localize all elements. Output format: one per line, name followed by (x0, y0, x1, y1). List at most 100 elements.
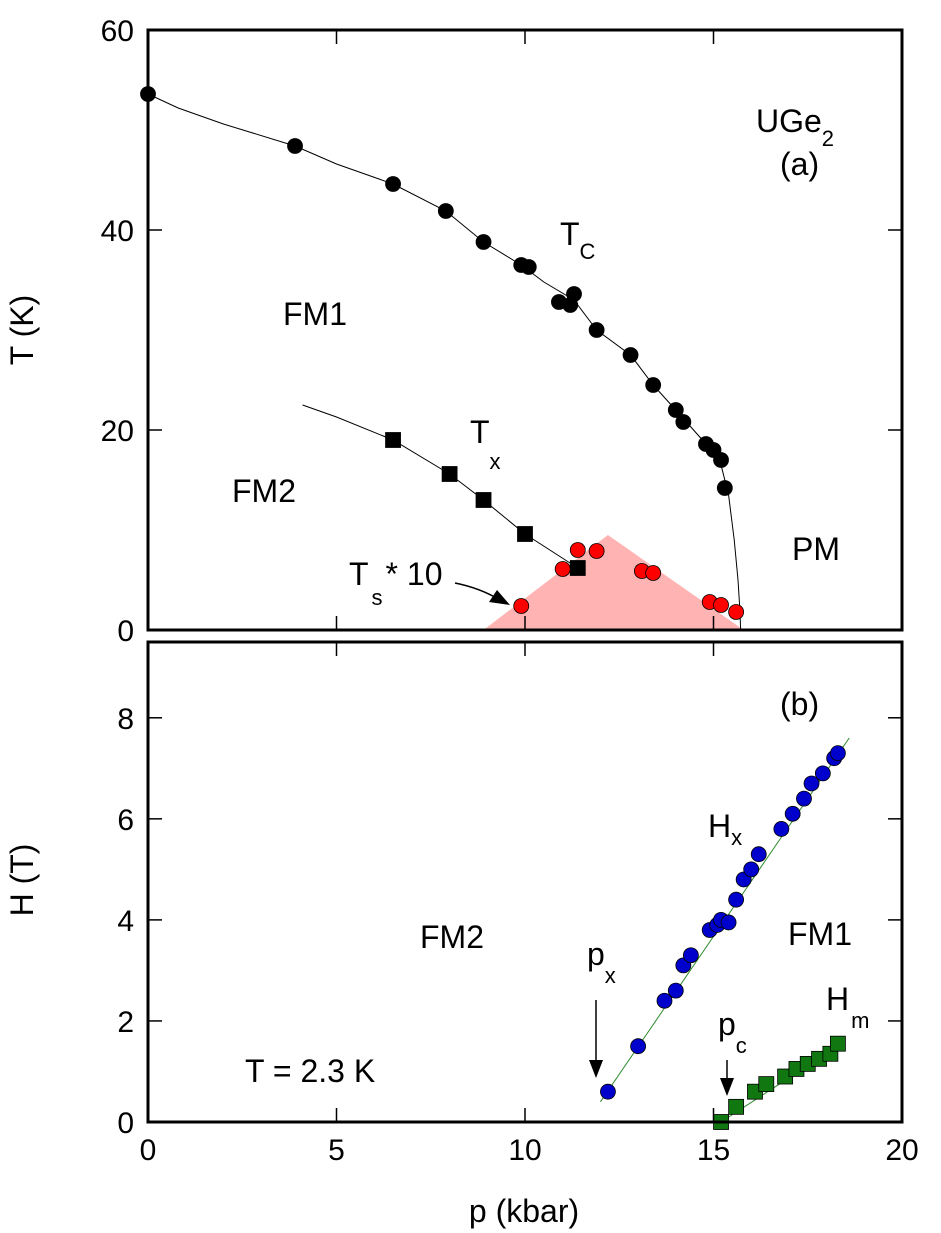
panel-b-xlabel: p (kbar) (469, 1193, 579, 1229)
tc-label-subscript: C (580, 239, 596, 264)
y-tick-label: 0 (117, 615, 134, 648)
px-arrowhead (589, 1060, 603, 1078)
point-hx (743, 861, 760, 878)
point-hx (796, 790, 812, 807)
point-tc (713, 452, 729, 468)
point-hx (656, 992, 673, 1009)
point-tc (588, 322, 605, 338)
hx-label-subscript: x (731, 825, 742, 850)
point-tc (675, 414, 692, 430)
point-ts10 (554, 561, 571, 577)
point-tc (475, 234, 492, 250)
ts-label-suffix: * 10 (386, 556, 443, 592)
point-tx (569, 560, 586, 576)
point-ts10 (569, 542, 586, 558)
region-pm-a: PM (792, 531, 840, 567)
hm-label-main: H (826, 981, 849, 1017)
point-tx (385, 432, 401, 448)
pc-label-main: p (718, 1006, 736, 1042)
x-tick-label: 15 (697, 1134, 730, 1167)
x-tick-label: 10 (508, 1134, 541, 1167)
x-tick-label: 5 (328, 1134, 345, 1167)
point-hx (720, 914, 737, 931)
point-hx (750, 846, 767, 863)
point-hx (630, 1038, 646, 1055)
y-tick-label: 8 (117, 703, 134, 736)
hx-label-main: H (708, 808, 731, 844)
region-fm2-a: FM2 (232, 473, 296, 509)
point-tx (475, 492, 492, 508)
y-tick-label: 6 (117, 804, 134, 837)
ts-label-subscript: s (372, 585, 383, 610)
region-fm2-b: FM2 (420, 919, 484, 955)
point-tc (287, 138, 303, 154)
point-hx (728, 891, 745, 908)
hx-label: Hx (708, 808, 742, 850)
point-hx (784, 805, 801, 822)
pc-arrowhead (720, 1078, 734, 1096)
tc-label: TC (560, 216, 596, 264)
point-ts10 (588, 543, 605, 559)
compound-base: UGe (756, 103, 822, 139)
compound-subscript: 2 (822, 126, 834, 151)
tx-label-main: T (470, 414, 490, 450)
panel-b: 0 5 10 15 20 0 2 4 6 8 H (T) p (kbar) (b) Hx Hm F… (4, 640, 919, 1229)
y-tick-label: 20 (101, 415, 134, 448)
point-ts10 (645, 565, 662, 581)
point-tx (517, 526, 533, 542)
tx-label: Tx (470, 414, 501, 474)
point-ts10 (713, 597, 729, 613)
tc-label-main: T (560, 216, 580, 252)
panel-b-label: (b) (780, 686, 819, 722)
ts-arrowhead (489, 590, 510, 605)
point-hm (830, 1035, 846, 1052)
region-fm1-b: FM1 (788, 916, 852, 952)
point-tc (566, 286, 582, 302)
point-hx (830, 745, 846, 762)
x-tick-label: 0 (140, 1134, 157, 1167)
point-hm (728, 1098, 745, 1115)
point-tx (441, 466, 458, 482)
point-hx (773, 821, 790, 837)
x-tick-label: 20 (885, 1134, 918, 1167)
point-ts10 (513, 598, 530, 614)
region-fm1-a: FM1 (283, 296, 347, 332)
hm-label: Hm (826, 981, 869, 1033)
y-tick-label: 40 (101, 215, 134, 248)
tx-label-subscript: x (490, 449, 501, 474)
y-tick-label: 0 (117, 1107, 134, 1140)
ts-label: Ts* 10 (349, 556, 442, 610)
y-tick-label: 60 (101, 15, 134, 48)
point-ts10 (728, 604, 745, 620)
panel-a-ylabel: T (K) (4, 295, 40, 366)
point-tc (667, 402, 684, 418)
point-tc (437, 203, 454, 219)
region-superconducting-dome (483, 535, 744, 630)
y-tick-label: 4 (117, 905, 134, 938)
y-tick-label: 2 (117, 1006, 134, 1039)
px-label-main: p (587, 936, 605, 972)
point-hx (803, 775, 820, 792)
point-hx (600, 1083, 616, 1100)
line-Tc-fit (147, 93, 742, 631)
compound-label: UGe2 (756, 103, 834, 151)
point-hx (667, 982, 684, 999)
pc-label: pc (718, 1006, 747, 1058)
temperature-label: T = 2.3 K (245, 1053, 375, 1089)
point-tc (645, 377, 662, 393)
point-hx (814, 765, 831, 782)
px-label-subscript: x (605, 963, 616, 988)
panel-a-label: (a) (780, 146, 819, 182)
point-tc (385, 176, 401, 192)
hm-label-subscript: m (851, 1008, 869, 1033)
line-Tx-fit (302, 404, 579, 569)
panel-b-ylabel: H (T) (4, 844, 40, 917)
point-tc (716, 480, 733, 496)
point-tc (622, 347, 639, 363)
ts-label-main: T (349, 556, 369, 592)
point-hm (758, 1076, 775, 1093)
pc-label-subscript: c (736, 1033, 747, 1058)
point-tc (520, 259, 537, 275)
